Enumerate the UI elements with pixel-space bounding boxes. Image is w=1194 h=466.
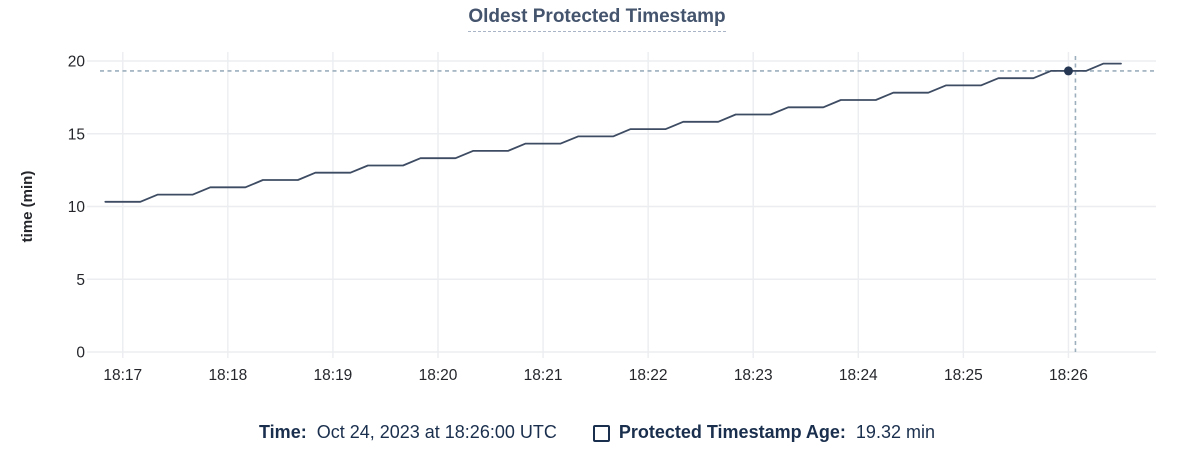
chart-header: Oldest Protected Timestamp — [0, 6, 1194, 32]
series-line-protected-timestamp-age — [104, 62, 1122, 203]
x-tick-label: 18:22 — [629, 367, 668, 384]
x-tick-label: 18:23 — [734, 367, 773, 384]
y-tick-label: 0 — [76, 345, 85, 362]
y-tick-label: 5 — [76, 272, 85, 289]
y-tick-label: 15 — [68, 126, 85, 143]
hover-point — [1063, 66, 1073, 76]
x-tick-label: 18:17 — [103, 367, 142, 384]
series-toggle-checkbox[interactable] — [592, 424, 610, 442]
x-tick-label: 18:24 — [839, 367, 878, 384]
x-tick-label: 18:26 — [1049, 367, 1088, 384]
x-tick-label: 18:25 — [944, 367, 983, 384]
y-axis-title: time (min) — [19, 171, 36, 243]
x-tick-label: 18:21 — [524, 367, 563, 384]
time-label: Time: — [259, 422, 307, 442]
series-value: 19.32 min — [855, 422, 935, 442]
y-tick-label: 10 — [68, 199, 86, 216]
x-tick-label: 18:18 — [208, 367, 247, 384]
series-label: Protected Timestamp Age: — [618, 422, 846, 442]
time-value: Oct 24, 2023 at 18:26:00 UTC — [316, 422, 557, 442]
chart-title[interactable]: Oldest Protected Timestamp — [468, 6, 726, 32]
x-tick-label: 18:19 — [314, 367, 353, 384]
x-tick-label: 18:20 — [419, 367, 458, 384]
y-tick-label: 20 — [68, 54, 86, 71]
line-chart-canvas[interactable]: 18:17 18:18 18:19 18:20 18:21 18:22 18:23 18:24… — [0, 40, 1194, 408]
chart-hover-legend: Time: Oct 24, 2023 at 18:26:00 UTC Prote… — [0, 419, 1194, 445]
